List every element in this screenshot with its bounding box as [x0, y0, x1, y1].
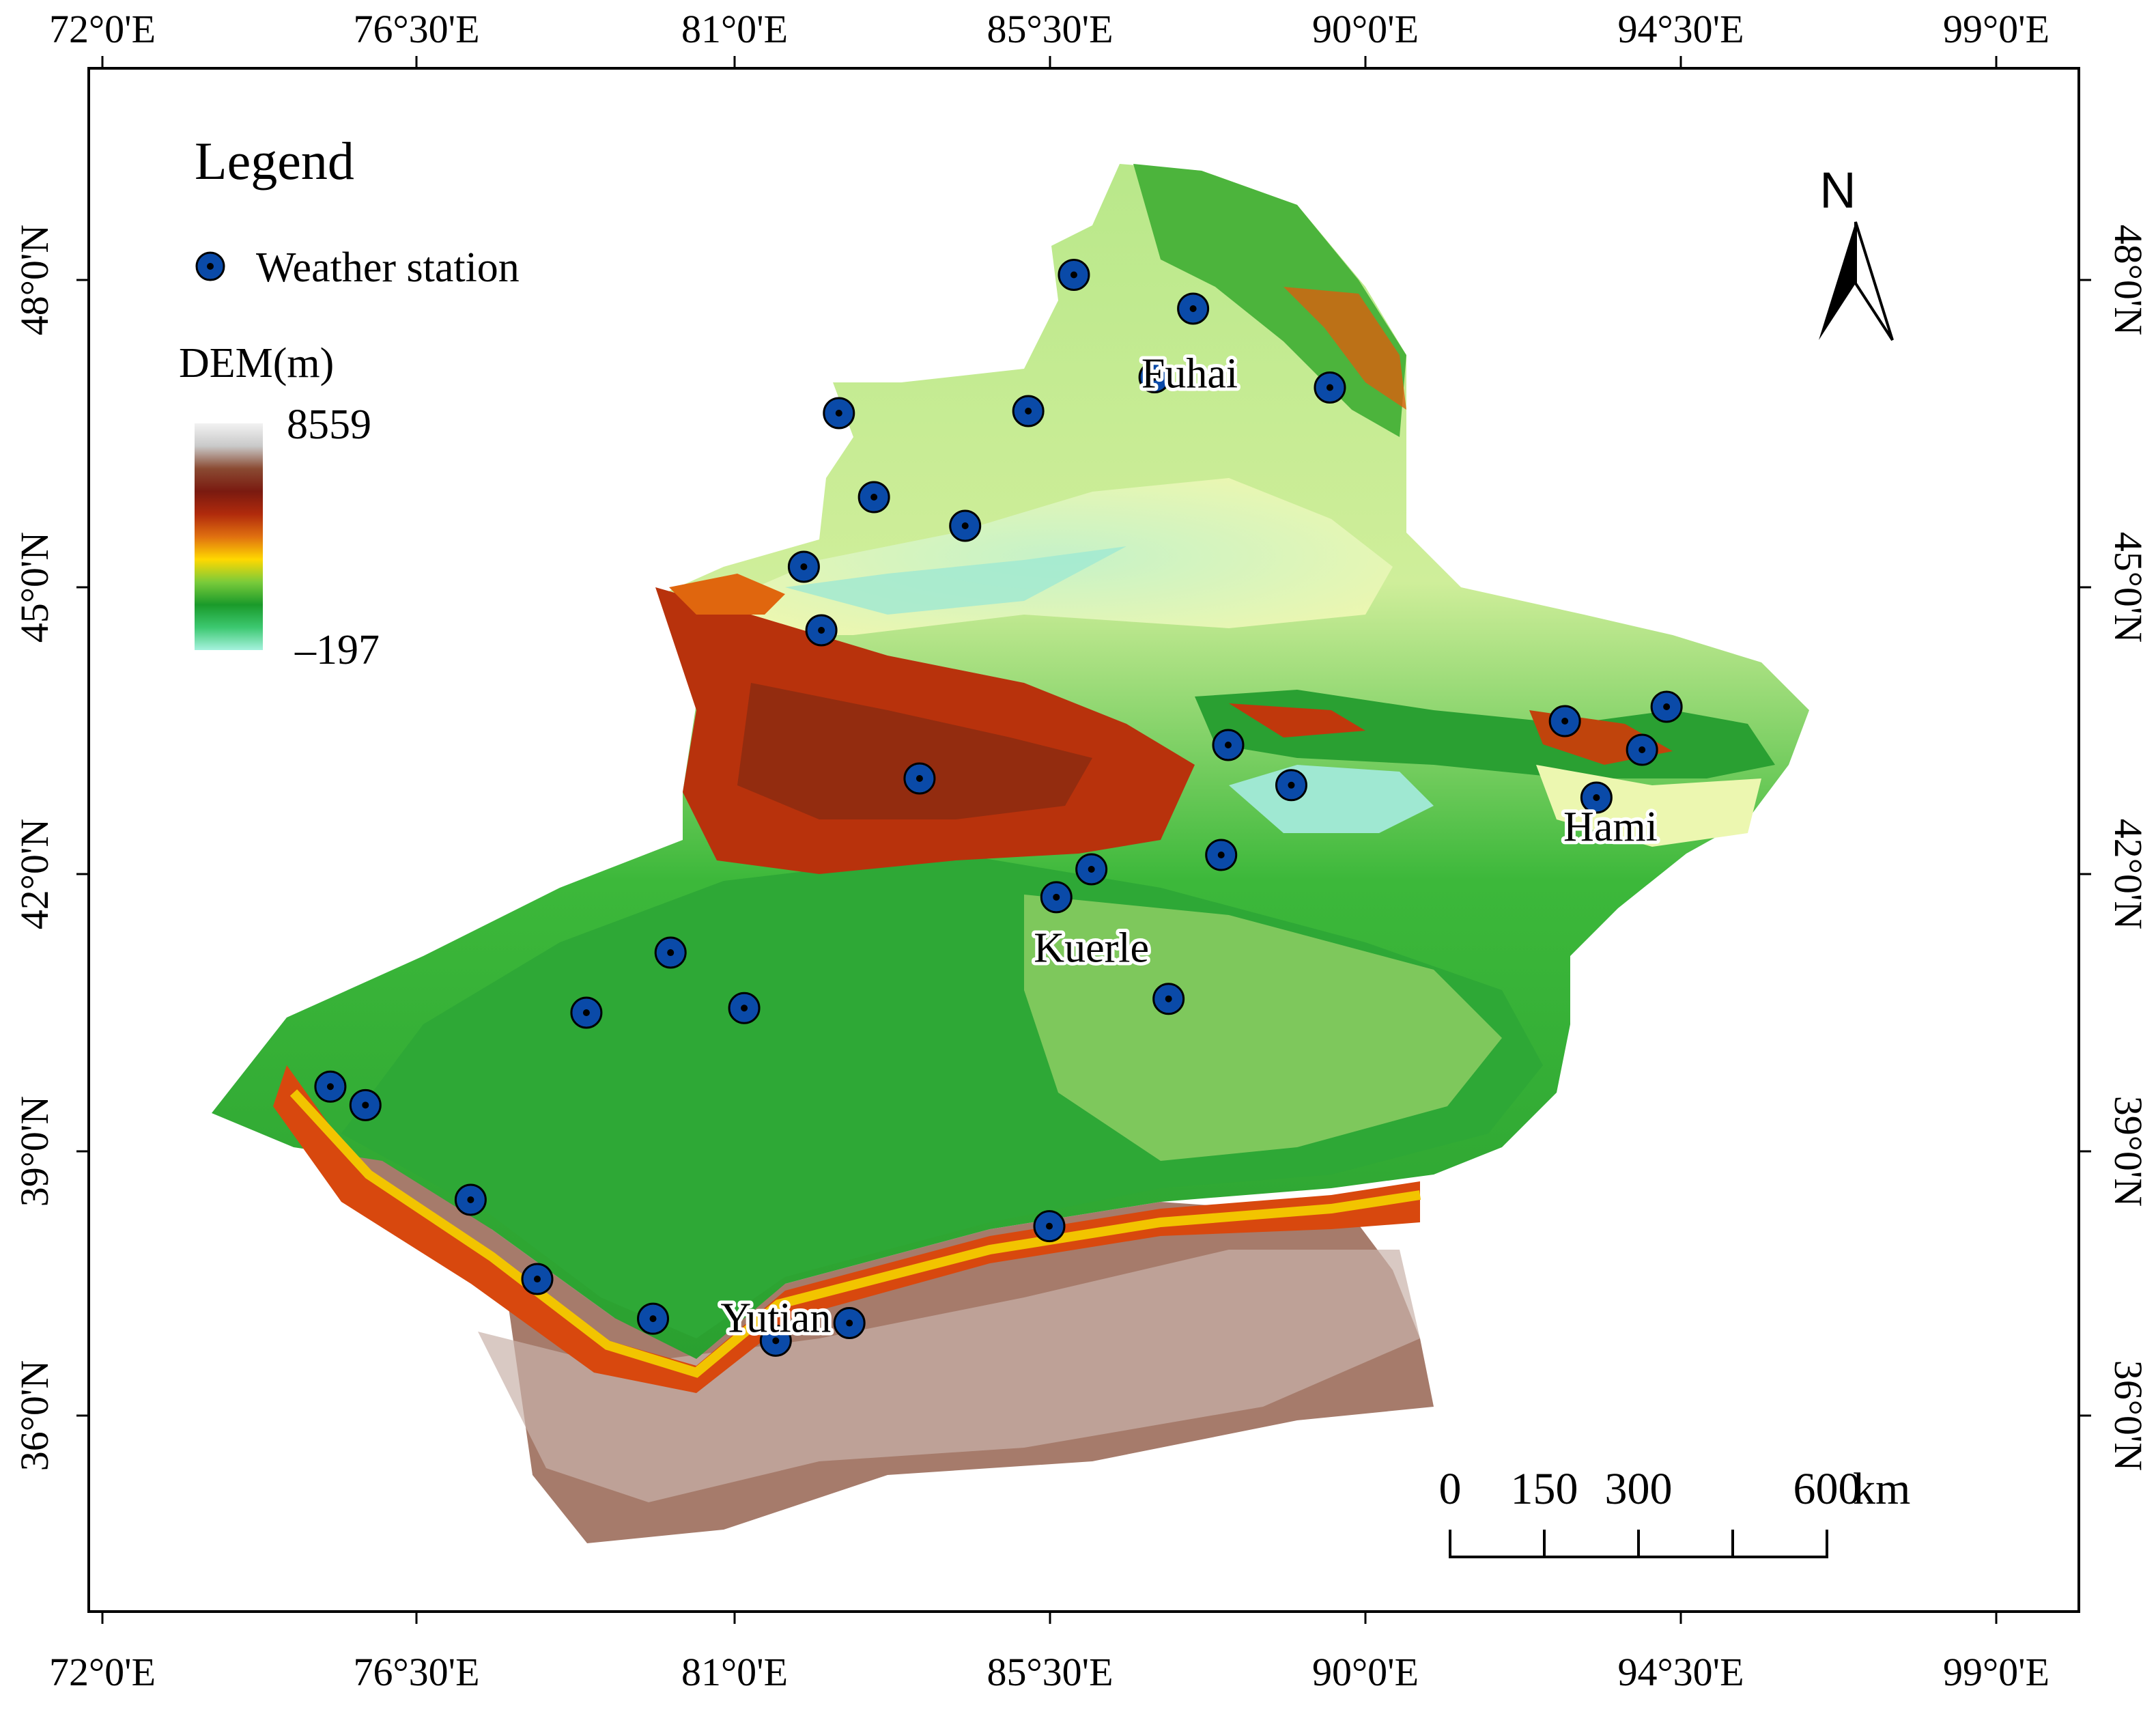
- lon-label-top-5: 94°30'E: [1617, 7, 1744, 51]
- weather-station-marker: [314, 1070, 347, 1103]
- lon-label-top-2: 81°0'E: [681, 7, 788, 51]
- weather-station-marker: [1212, 729, 1245, 761]
- lon-label-top-0: 72°0'E: [49, 7, 156, 51]
- weather-station-marker: [521, 1263, 554, 1295]
- weather-station-marker: [949, 509, 982, 542]
- lon-label-top-6: 99°0'E: [1943, 7, 2049, 51]
- north-label: N: [1819, 162, 1856, 219]
- lat-label-right-3: 39°0'N: [2106, 1096, 2151, 1207]
- weather-station-marker: [1626, 733, 1658, 766]
- weather-station-marker: [1058, 259, 1090, 291]
- weather-station-marker: [349, 1088, 382, 1121]
- weather-station-marker: [1033, 1210, 1066, 1243]
- lat-label-left-2: 42°0'N: [12, 819, 57, 930]
- scale-label-2: 300: [1605, 1464, 1673, 1514]
- weather-station-marker: [570, 996, 603, 1029]
- weather-station-marker: [1580, 781, 1613, 814]
- station-legend-icon: [195, 251, 225, 281]
- lon-label-bottom-4: 90°0'E: [1312, 1650, 1419, 1694]
- weather-station-marker: [637, 1302, 670, 1335]
- station-legend-label: Weather station: [256, 244, 520, 291]
- weather-station-marker: [857, 481, 890, 514]
- lon-label-bottom-6: 99°0'E: [1943, 1650, 2049, 1694]
- city-label-kuerle: Kuerle: [1034, 925, 1149, 972]
- lat-label-right-2: 42°0'N: [2106, 819, 2151, 930]
- weather-station-marker: [1075, 853, 1108, 886]
- lon-label-bottom-0: 72°0'E: [49, 1650, 156, 1694]
- scale-bar: 0 150 300 600 km: [1439, 1464, 1910, 1558]
- weather-station-marker: [1152, 983, 1185, 1015]
- scale-label-3: 600: [1793, 1464, 1861, 1514]
- weather-stations: [314, 259, 1683, 1357]
- dem-title: DEM(m): [179, 340, 334, 387]
- city-label-yutian: Yutian: [720, 1295, 831, 1341]
- dem-max-label: 8559: [287, 402, 371, 448]
- weather-station-marker: [1040, 881, 1073, 914]
- dem-colorbar: [195, 423, 263, 650]
- lat-label-left-4: 36°0'N: [12, 1360, 57, 1472]
- north-arrow: N: [1819, 162, 1894, 341]
- scale-label-0: 0: [1439, 1464, 1462, 1514]
- weather-station-marker: [654, 936, 687, 969]
- weather-station-marker: [1177, 292, 1210, 325]
- scale-label-1: 150: [1511, 1464, 1578, 1514]
- lon-label-bottom-3: 85°30'E: [987, 1650, 1113, 1694]
- lon-ticks: 72°0'E 76°30'E 81°0'E 85°30'E 90°0'E 94°…: [49, 7, 2049, 1694]
- city-label-fuhai: Fuhai: [1141, 351, 1238, 397]
- legend-title: Legend: [195, 131, 354, 191]
- weather-station-marker: [1650, 690, 1683, 723]
- lon-label-top-3: 85°30'E: [987, 7, 1113, 51]
- scale-unit: km: [1853, 1464, 1910, 1514]
- weather-station-marker: [1205, 839, 1238, 871]
- weather-station-marker: [1012, 395, 1045, 427]
- lon-label-bottom-1: 76°30'E: [353, 1650, 479, 1694]
- weather-station-marker: [1275, 769, 1307, 802]
- lat-label-right-1: 45°0'N: [2106, 532, 2151, 643]
- lon-label-top-1: 76°30'E: [353, 7, 479, 51]
- dem-min-label: –197: [294, 627, 380, 673]
- weather-station-marker: [805, 614, 838, 647]
- weather-station-marker: [1314, 371, 1346, 404]
- weather-station-marker: [759, 1324, 792, 1357]
- lat-label-right-4: 36°0'N: [2106, 1360, 2151, 1472]
- weather-station-marker: [787, 550, 820, 583]
- legend: Legend Weather station DEM(m) 8559 –197: [179, 131, 520, 673]
- lat-label-left-1: 45°0'N: [12, 532, 57, 643]
- weather-station-marker: [823, 397, 855, 430]
- weather-station-marker: [903, 762, 936, 795]
- city-label-hami: Hami: [1563, 804, 1658, 850]
- lon-label-bottom-2: 81°0'E: [681, 1650, 788, 1694]
- lat-label-left-0: 48°0'N: [12, 225, 57, 336]
- lon-label-top-4: 90°0'E: [1312, 7, 1419, 51]
- weather-station-marker: [833, 1307, 866, 1340]
- lat-label-left-3: 39°0'N: [12, 1096, 57, 1207]
- lon-label-bottom-5: 94°30'E: [1617, 1650, 1744, 1694]
- weather-station-marker: [454, 1183, 487, 1216]
- weather-station-marker: [1548, 705, 1581, 737]
- lat-ticks: 48°0'N 45°0'N 42°0'N 39°0'N 36°0'N 48°0'…: [12, 225, 2151, 1472]
- lat-label-right-0: 48°0'N: [2106, 225, 2151, 336]
- city-labels: Fuhai Hami Kuerle Yutian: [717, 348, 1660, 1345]
- weather-station-marker: [728, 992, 761, 1024]
- north-arrow-icon: [1819, 221, 1894, 341]
- altai-mountains: [1133, 164, 1406, 437]
- weather-station-marker: [1138, 361, 1171, 393]
